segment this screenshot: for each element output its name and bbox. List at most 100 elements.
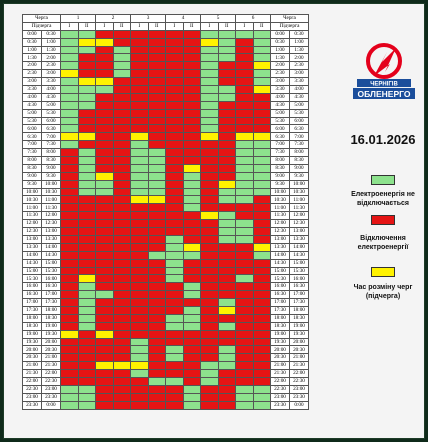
status-cell [182,132,201,142]
status-cell [112,329,131,339]
status-cell [217,250,236,260]
time-start-right: 1:00 [270,45,290,55]
status-cell [235,69,254,79]
status-cell [165,274,184,284]
status-cell [95,227,114,236]
status-cell [147,400,166,410]
status-cell [130,250,149,260]
status-cell [95,37,114,47]
status-cell [60,116,79,126]
status-cell [235,234,254,244]
status-cell [130,266,149,276]
status-cell [147,195,166,205]
time-end: 13:00 [41,227,61,236]
time-end: 22:00 [41,369,61,378]
status-cell [217,53,236,63]
time-start: 0:00 [22,29,42,39]
status-cell [147,384,166,394]
status-cell [182,384,201,394]
status-cell [235,274,254,284]
time-start-right: 13:30 [270,242,290,252]
status-cell [165,53,184,63]
status-cell [165,179,184,189]
time-start: 11:00 [22,203,42,213]
status-cell [165,77,184,87]
queue-header-4: 4 [165,14,201,23]
status-cell [77,321,96,331]
status-cell [130,219,149,229]
status-cell [95,266,114,276]
status-cell [60,219,79,229]
status-cell [200,242,219,252]
status-cell [130,361,149,371]
status-cell [182,148,201,158]
status-cell [60,266,79,276]
time-start-right: 23:30 [270,400,290,410]
time-end-right: 1:00 [289,37,309,47]
status-cell [235,290,254,300]
status-cell [60,124,79,134]
status-cell [182,369,201,378]
status-cell [217,29,236,39]
queue-header-5: 5 [200,14,236,23]
status-cell [217,171,236,181]
schedule-row: 12:30 13:00 12:30 13:00 [22,227,309,236]
status-cell [182,298,201,307]
status-cell [130,242,149,252]
status-cell [60,179,79,189]
status-cell [147,124,166,134]
status-cell [235,116,254,126]
status-cell [200,179,219,189]
status-cell [147,45,166,55]
schedule-row: 11:30 12:00 11:30 12:00 [22,211,309,221]
status-cell [235,61,254,71]
status-cell [77,61,96,71]
status-cell [252,37,271,47]
status-cell [147,92,166,102]
status-cell [77,92,96,102]
status-cell [200,290,219,300]
status-cell [252,61,271,71]
status-cell [200,219,219,229]
schedule-row: 19:00 19:30 19:00 19:30 [22,329,309,339]
status-cell [182,92,201,102]
schedule-row: 10:30 11:00 10:30 11:00 [22,195,309,205]
schedule-row: 8:30 9:00 8:30 9:00 [22,163,309,173]
status-cell [165,45,184,55]
time-end: 17:00 [41,290,61,300]
status-cell [77,227,96,236]
status-cell [112,61,131,71]
time-start-right: 9:00 [270,171,290,181]
status-cell [112,37,131,47]
schedule-row: 20:30 21:00 20:30 21:00 [22,353,309,363]
time-end-right: 3:30 [289,77,309,87]
time-start: 17:00 [22,298,42,307]
status-cell [147,298,166,307]
status-cell [77,108,96,118]
status-cell [95,53,114,63]
status-cell [130,234,149,244]
subqueue-header-3-I: I [130,21,149,31]
status-cell [252,116,271,126]
schedule-row: 22:30 23:00 22:30 23:00 [22,384,309,394]
status-cell [182,37,201,47]
status-cell [235,345,254,355]
status-cell [217,203,236,213]
status-cell [112,305,131,315]
status-cell [60,100,79,110]
time-end: 14:30 [41,250,61,260]
status-cell [235,100,254,110]
time-start-right: 22:00 [270,376,290,386]
status-cell [182,45,201,55]
status-cell [112,100,131,110]
status-cell [235,53,254,63]
time-end-right: 20:30 [289,345,309,355]
status-cell [217,337,236,347]
status-cell [130,132,149,142]
time-start: 8:00 [22,156,42,165]
status-cell [95,361,114,371]
schedule-row: 13:00 13:30 13:00 13:30 [22,234,309,244]
status-cell [217,124,236,134]
time-start: 14:00 [22,250,42,260]
status-cell [77,219,96,229]
